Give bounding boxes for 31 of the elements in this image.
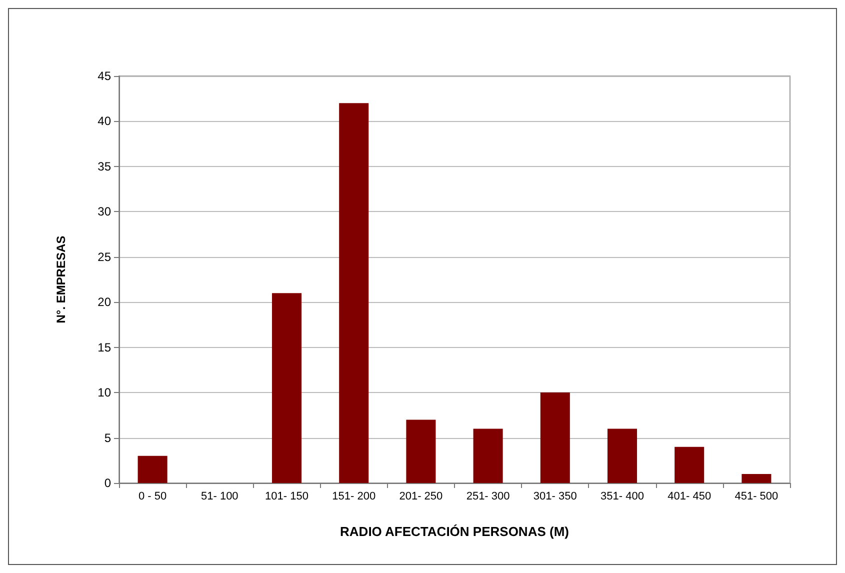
y-tick-label: 35 [98,159,112,174]
bar [540,392,570,483]
y-tick-label: 20 [98,295,112,310]
y-tick-label: 25 [98,250,112,264]
y-tick-label: 30 [98,204,112,219]
y-tick-label: 15 [98,340,112,354]
x-tick-label: 251- 300 [466,490,510,502]
x-tick-label: 301- 350 [533,490,577,502]
bar [406,420,436,483]
y-tick-label: 5 [104,430,112,445]
y-axis-title: N°. EMPRESAS [54,236,68,324]
bar [138,456,168,483]
x-tick-label: 151- 200 [332,490,376,502]
x-tick-label: 101- 150 [265,490,308,502]
y-tick-label: 40 [98,114,112,128]
x-tick-label: 51- 100 [200,490,238,502]
x-tick-label: 201- 250 [399,490,443,502]
x-tick-label: 0 - 50 [138,490,167,502]
bar [607,428,638,483]
bar [473,428,503,483]
x-tick-label: 351- 400 [600,490,644,502]
bar [674,446,704,483]
bar [742,474,772,483]
x-axis-title: RADIO AFECTACIÓN PERSONAS (M) [340,524,569,539]
bar [272,293,302,483]
x-tick-label: 401- 450 [668,490,712,502]
bar [339,103,369,483]
y-tick-label: 10 [98,386,112,400]
y-tick-label: 45 [98,69,112,83]
y-tick-label: 0 [104,476,112,490]
x-tick-label: 451- 500 [734,490,778,502]
